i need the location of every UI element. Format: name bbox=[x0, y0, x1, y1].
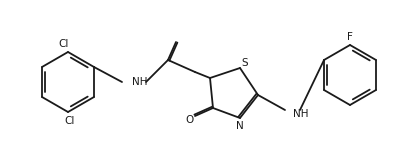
Text: O: O bbox=[185, 115, 194, 125]
Text: N: N bbox=[235, 121, 243, 131]
Text: Cl: Cl bbox=[59, 39, 69, 49]
Text: Cl: Cl bbox=[65, 116, 75, 126]
Text: F: F bbox=[346, 32, 352, 42]
Text: NH: NH bbox=[292, 109, 308, 119]
Text: NH: NH bbox=[132, 77, 147, 87]
Text: S: S bbox=[241, 58, 248, 68]
